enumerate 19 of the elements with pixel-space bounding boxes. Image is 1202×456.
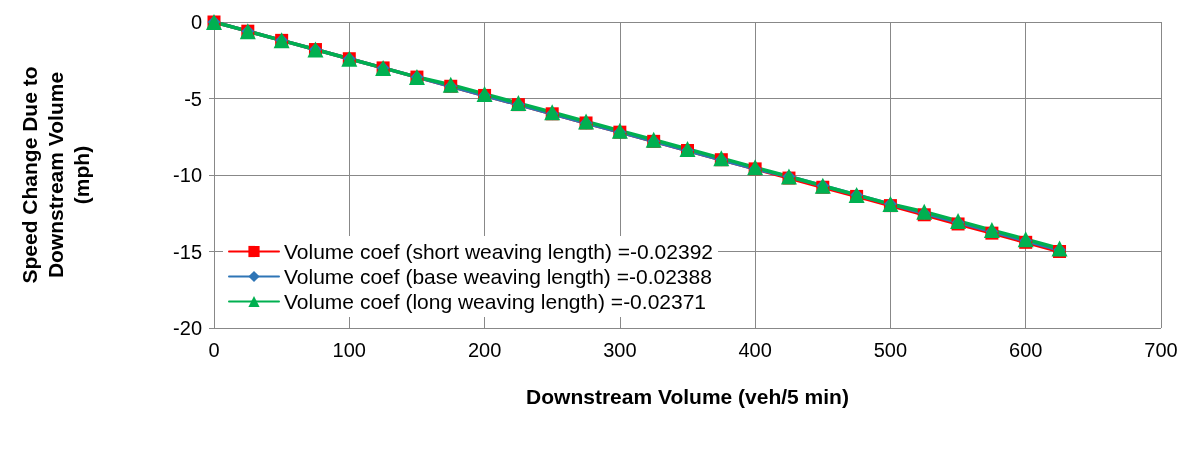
- y-tick-label: -20: [173, 317, 202, 339]
- y-axis-title: Speed Change Due to Downstream Volume (mph): [17, 66, 93, 284]
- legend-label: Volume coef (short weaving length) =-0.02392: [284, 240, 714, 263]
- point: [679, 140, 696, 157]
- x-tick-label: 300: [603, 339, 637, 361]
- y-tick-label: -15: [173, 240, 202, 263]
- x-tick-label: 600: [1009, 339, 1043, 361]
- x-tick-label: 100: [332, 339, 366, 361]
- legend-label: Volume coef (base weaving length) =-0.02388: [284, 265, 712, 288]
- x-tick-label: 200: [467, 339, 502, 361]
- x-tick-label: 700: [1144, 339, 1178, 361]
- y-tick-label: -5: [184, 87, 202, 110]
- x-axis-title: Downstream Volume (veh/5 min): [526, 385, 849, 408]
- x-tick-label: 0: [208, 339, 220, 361]
- legend-label: Volume coef (long weaving length) =-0.02371: [284, 290, 707, 313]
- x-tick-label: 400: [738, 339, 772, 361]
- y-tick-label: 0: [190, 11, 202, 33]
- y-tick-label: -10: [173, 164, 202, 186]
- x-tick-label: 500: [873, 339, 908, 361]
